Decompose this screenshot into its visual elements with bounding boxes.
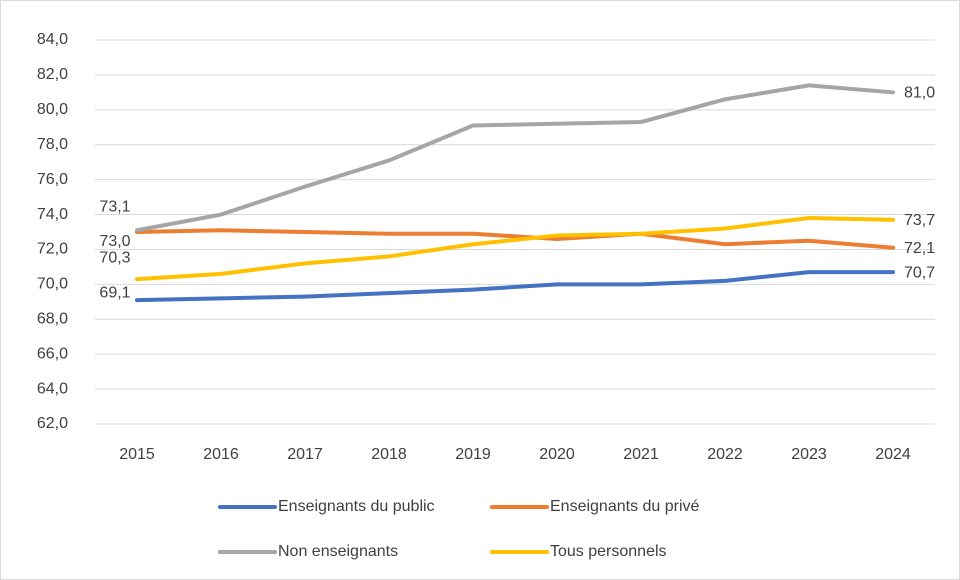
y-tick-label: 68,0 [37, 310, 68, 327]
data-label: 72,1 [904, 240, 935, 257]
data-label: 73,7 [904, 212, 935, 229]
y-tick-label: 84,0 [37, 31, 68, 48]
series-line [135, 216, 895, 282]
y-tick-label: 76,0 [37, 171, 68, 188]
x-tick-label: 2018 [371, 446, 407, 463]
x-tick-label: 2017 [287, 446, 323, 463]
y-tick-label: 74,0 [37, 206, 68, 223]
data-label: 73,1 [99, 198, 130, 215]
x-tick-label: 2024 [875, 446, 911, 463]
y-tick-label: 80,0 [37, 101, 68, 118]
x-tick-label: 2015 [119, 446, 155, 463]
y-tick-label: 82,0 [37, 66, 68, 83]
legend-label: Non enseignants [278, 543, 398, 560]
x-tick-label: 2023 [791, 446, 827, 463]
data-label: 73,0 [99, 233, 130, 250]
x-tick-label: 2021 [623, 446, 659, 463]
legend-label: Tous personnels [550, 543, 667, 560]
x-tick-label: 2020 [539, 446, 575, 463]
y-tick-label: 72,0 [37, 241, 68, 258]
y-tick-label: 62,0 [37, 415, 68, 432]
data-label: 81,0 [904, 85, 935, 102]
series-line [135, 83, 895, 233]
legend-label: Enseignants du privé [550, 498, 700, 515]
y-tick-label: 78,0 [37, 136, 68, 153]
data-label: 69,1 [99, 284, 130, 301]
y-tick-label: 66,0 [37, 345, 68, 362]
x-tick-label: 2019 [455, 446, 491, 463]
series-line [135, 270, 895, 303]
y-tick-label: 70,0 [37, 276, 68, 293]
legend-label: Enseignants du public [278, 498, 435, 515]
x-tick-label: 2022 [707, 446, 743, 463]
data-label: 70,3 [99, 249, 130, 266]
y-tick-label: 64,0 [37, 380, 68, 397]
data-label: 70,7 [904, 264, 935, 281]
x-tick-label: 2016 [203, 446, 239, 463]
series-line [135, 228, 895, 250]
